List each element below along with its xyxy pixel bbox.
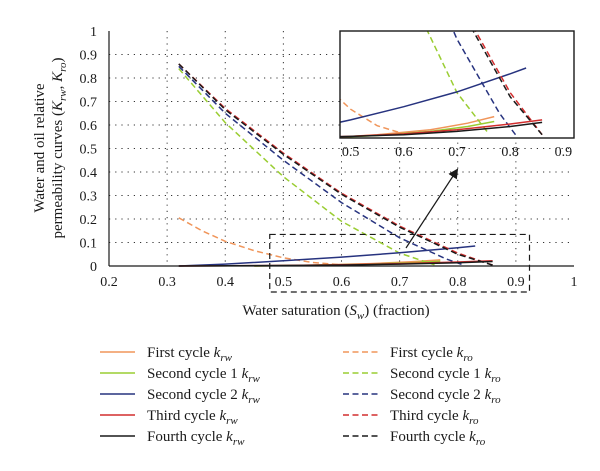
legend-item: Fourth cycle kro [343, 429, 486, 448]
legend-item: Third cycle kro [343, 408, 479, 427]
series-second-cycle-2-k-ro [178, 65, 464, 266]
inset-x-tick-label: 0.5 [342, 145, 360, 160]
y-tick-label: 0.5 [80, 143, 98, 158]
y-tick-label: 0.2 [80, 213, 98, 228]
y-tick-label: 0.3 [80, 190, 98, 205]
x-tick-label: 0.7 [391, 275, 409, 290]
legend-label: Fourth cycle krw [147, 429, 245, 448]
legend-label: Second cycle 2 krw [147, 387, 261, 406]
inset-series-second-cycle-1-k-ro [426, 31, 490, 135]
y-tick-label: 0 [90, 260, 97, 275]
inset-series-fourth-cycle-k-rw [340, 121, 543, 138]
x-axis-title: Water saturation (Sw) (fraction) [242, 303, 429, 322]
plot-frame [108, 31, 574, 267]
inset-x-tick-label: 0.9 [555, 145, 573, 160]
inset-series [340, 31, 543, 138]
legend-item: First cycle krw [100, 345, 233, 364]
zoom-region [269, 168, 531, 293]
series-fourth-cycle-k-ro [178, 63, 493, 266]
legend-label: Second cycle 1 kro [390, 366, 501, 385]
x-tick-label: 0.4 [217, 275, 235, 290]
legend-item: Second cycle 1 kro [343, 366, 501, 385]
legend-label: Third cycle krw [147, 408, 238, 427]
legend-label: Fourth cycle kro [390, 429, 486, 448]
x-tick-label: 0.2 [100, 275, 118, 290]
legend-label: Second cycle 1 krw [147, 366, 261, 385]
legend-item: Fourth cycle krw [100, 429, 245, 448]
inset-x-tick-label: 0.8 [501, 145, 519, 160]
inset-series-third-cycle-k-rw [340, 119, 543, 138]
inset-x-tick-label: 0.7 [448, 145, 466, 160]
x-tick-label: 0.6 [333, 275, 351, 290]
legend-label: First cycle kro [390, 345, 473, 364]
y-axis-title-line2: permeability curves (Krw, Kro) [50, 58, 69, 239]
series-second-cycle-2-k-rw [178, 245, 476, 267]
inset-background [340, 31, 574, 138]
zoom-rectangle [269, 233, 531, 293]
y-tick-label: 0.1 [80, 237, 98, 252]
y-tick-label: 0.7 [80, 96, 98, 111]
legend: First cycle krw First cycle kro Second cyc… [100, 345, 501, 448]
inset-chart: 0.5 0.6 0.7 0.8 0.9 [339, 30, 575, 160]
y-axis-title-line1: Water and oil relative [32, 83, 48, 212]
x-tick-label: 0.5 [275, 275, 293, 290]
y-tick-label: 0.4 [80, 166, 98, 181]
series-first-cycle-k-ro [178, 217, 342, 266]
zoom-arrow [405, 168, 459, 249]
legend-item: First cycle kro [343, 345, 473, 364]
inset-series-second-cycle-2-k-rw [340, 67, 527, 123]
y-axis-ticks: 0 0.1 0.2 0.3 0.4 0.5 0.6 0.7 0.8 0.9 1 [80, 25, 98, 275]
y-tick-label: 0.9 [80, 49, 98, 64]
inset-series-first-cycle-k-ro [340, 98, 405, 135]
y-tick-label: 0.8 [80, 72, 98, 87]
legend-label: First cycle krw [147, 345, 233, 364]
x-tick-label: 0.9 [507, 275, 525, 290]
inset-x-tick-label: 0.6 [395, 145, 413, 160]
inset-series-fourth-cycle-k-ro [472, 31, 543, 136]
inset-frame [339, 30, 575, 139]
y-tick-label: 0.6 [80, 119, 98, 134]
legend-label: Second cycle 2 kro [390, 387, 501, 406]
y-tick-label: 1 [90, 25, 97, 40]
legend-item: Second cycle 2 kro [343, 387, 501, 406]
legend-item: Third cycle krw [100, 408, 238, 427]
x-axis-ticks: 0.2 0.3 0.4 0.5 0.6 0.7 0.8 0.9 1 [100, 275, 577, 290]
x-tick-label: 0.3 [158, 275, 176, 290]
legend-item: Second cycle 1 krw [100, 366, 261, 385]
x-tick-label: 0.8 [449, 275, 467, 290]
series-second-cycle-1-k-ro [178, 68, 435, 266]
legend-item: Second cycle 2 krw [100, 387, 261, 406]
legend-label: Third cycle kro [390, 408, 479, 427]
x-tick-label: 1 [571, 275, 578, 290]
